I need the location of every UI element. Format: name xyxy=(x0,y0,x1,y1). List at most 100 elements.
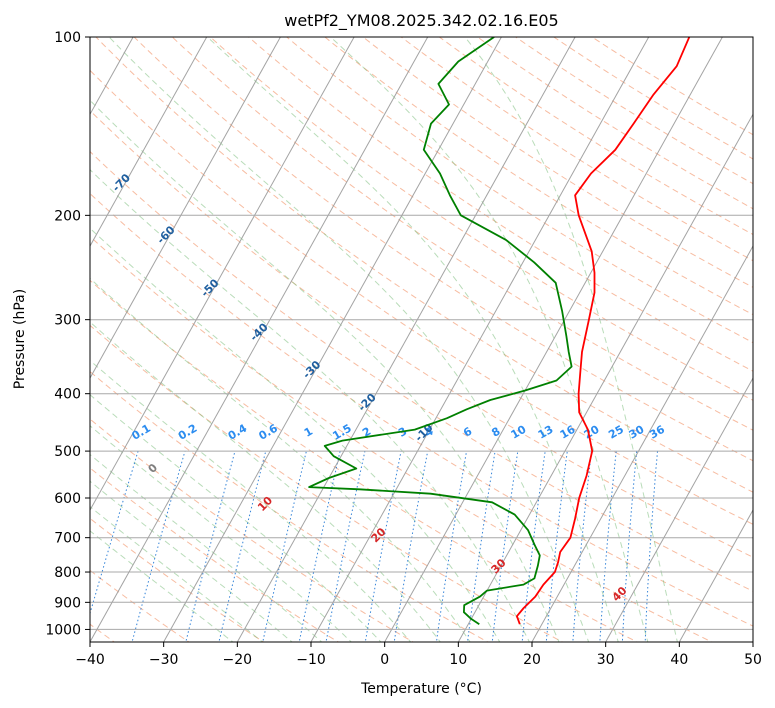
y-axis: 100 200 300 400 500 600 700 800 900 1000 xyxy=(45,30,90,638)
mixing-ratio-label: 0.4 xyxy=(226,421,250,442)
moist-adiabat-line xyxy=(207,37,619,642)
isotherm-line xyxy=(90,37,282,380)
dry-adiabat-line xyxy=(324,37,753,316)
isotherms xyxy=(0,24,753,645)
y-axis-title: Pressure (hPa) xyxy=(12,289,28,389)
dry-adiabat-line xyxy=(90,109,753,558)
dry-adiabat-line xyxy=(514,37,753,185)
mixing-ratio-line xyxy=(218,450,267,642)
mixing-ratio-line xyxy=(621,451,638,642)
dry-adiabat-line xyxy=(362,37,753,288)
dry-adiabat-line xyxy=(171,37,753,431)
chart-title: wetPf2_YM08.2025.342.02.16.E05 xyxy=(284,11,558,31)
x-tick-label: 30 xyxy=(597,652,615,668)
dry-adiabat-line xyxy=(400,37,753,262)
isotherm-line xyxy=(457,113,753,642)
mixing-ratio-line xyxy=(298,450,341,642)
moist-adiabat-line xyxy=(90,425,353,642)
isotherm-line xyxy=(531,245,753,642)
x-tick-label: −20 xyxy=(223,652,253,668)
moist-adiabat-line xyxy=(90,169,530,642)
mixing-ratio-label: 20 xyxy=(582,423,602,442)
moist-adiabat-line xyxy=(90,453,323,642)
moist-adiabat-line xyxy=(90,530,234,642)
x-tick-label: −40 xyxy=(75,652,105,668)
mixing-ratio-line xyxy=(325,450,366,642)
y-tick-label: 600 xyxy=(54,491,81,507)
mixing-ratio-label: 10 xyxy=(509,423,529,442)
y-tick-label: 900 xyxy=(54,595,81,611)
moist-adiabat-line xyxy=(464,37,678,642)
dry-adiabat-line xyxy=(90,279,639,642)
x-tick-label: 0 xyxy=(380,652,389,668)
x-axis: −40 −30 −20 −10 0 10 20 30 40 50 xyxy=(75,642,762,668)
x-tick-label: 40 xyxy=(670,652,688,668)
y-tick-label: 800 xyxy=(54,565,81,581)
moist-adiabat-line xyxy=(90,321,442,642)
mixing-ratio-line xyxy=(572,451,592,642)
dry-adiabat-line xyxy=(285,37,753,344)
mixing-ratio-line xyxy=(435,451,468,642)
dry-adiabat-line xyxy=(438,37,753,236)
moist-adiabat-line xyxy=(90,359,412,642)
mixing-ratio-label: 1 xyxy=(302,425,315,440)
dry-adiabat-line xyxy=(209,37,753,401)
y-tick-label: 500 xyxy=(54,444,81,460)
mixing-ratio-label: 0.1 xyxy=(130,422,153,443)
isotherm-line xyxy=(605,377,753,642)
dry-adiabat-label: 10 xyxy=(255,494,275,514)
moist-adiabat-line xyxy=(90,99,560,642)
dry-adiabat-line xyxy=(247,37,753,372)
mixing-ratio-line xyxy=(364,450,402,642)
mixing-ratio-line xyxy=(599,451,617,642)
mixing-ratio-line xyxy=(466,451,496,642)
y-tick-label: 100 xyxy=(54,30,81,46)
isotherm-line xyxy=(90,37,208,248)
dry-adiabat-line xyxy=(90,370,489,642)
isotherm-line xyxy=(90,37,429,642)
mixing-ratio-line xyxy=(644,451,658,642)
y-tick-label: 300 xyxy=(54,313,81,329)
isotherm-line xyxy=(236,37,576,642)
mixing-ratio-label: 13 xyxy=(536,423,556,442)
isotherm-line xyxy=(752,640,753,642)
x-tick-label: 20 xyxy=(523,652,541,668)
dry-adiabat-line xyxy=(95,37,753,493)
mixing-ratio-line xyxy=(262,450,307,642)
mixing-ratio-label: 16 xyxy=(558,423,578,442)
y-tick-label: 700 xyxy=(54,531,81,547)
plot-area: 0.10.20.40.611.52346810131620253036-100-… xyxy=(0,24,753,645)
x-tick-label: −10 xyxy=(296,652,326,668)
isotherm-line xyxy=(310,37,650,642)
dry-adiabat-line xyxy=(90,517,265,642)
dry-adiabat-line xyxy=(133,37,753,462)
line-labels: 0.10.20.40.611.52346810131620253036-100-… xyxy=(13,80,668,604)
y-tick-label: 200 xyxy=(54,208,81,224)
y-tick-label: 400 xyxy=(54,387,81,403)
moist-adiabat-line xyxy=(90,394,382,642)
x-axis-title: Temperature (°C) xyxy=(360,681,482,697)
mixing-ratio-line xyxy=(131,450,186,642)
dry-adiabat-line xyxy=(591,37,753,136)
moist-adiabat-line xyxy=(90,480,293,642)
profile-series xyxy=(308,37,691,625)
dry-adiabat-line xyxy=(90,235,713,642)
dry-adiabat-line xyxy=(90,467,340,642)
mixing-ratio-label: 0.2 xyxy=(176,422,199,443)
x-tick-label: −30 xyxy=(149,652,179,668)
x-tick-label: 10 xyxy=(449,652,467,668)
x-tick-label: 50 xyxy=(744,652,762,668)
isotherm-label: -90 xyxy=(13,80,36,103)
dry-adiabat-line xyxy=(90,418,414,642)
dry-adiabat-line xyxy=(552,37,753,160)
dewpoint-profile-line xyxy=(308,37,573,625)
isotherm-line xyxy=(0,24,67,645)
mixing-ratio-label: 30 xyxy=(627,423,647,442)
isotherm-line xyxy=(90,37,355,512)
temperature-profile-line xyxy=(516,37,691,625)
mixing-ratio-line xyxy=(393,451,429,642)
plot-frame xyxy=(89,36,754,643)
dry-adiabat-line xyxy=(90,69,753,525)
isobars xyxy=(90,37,753,630)
